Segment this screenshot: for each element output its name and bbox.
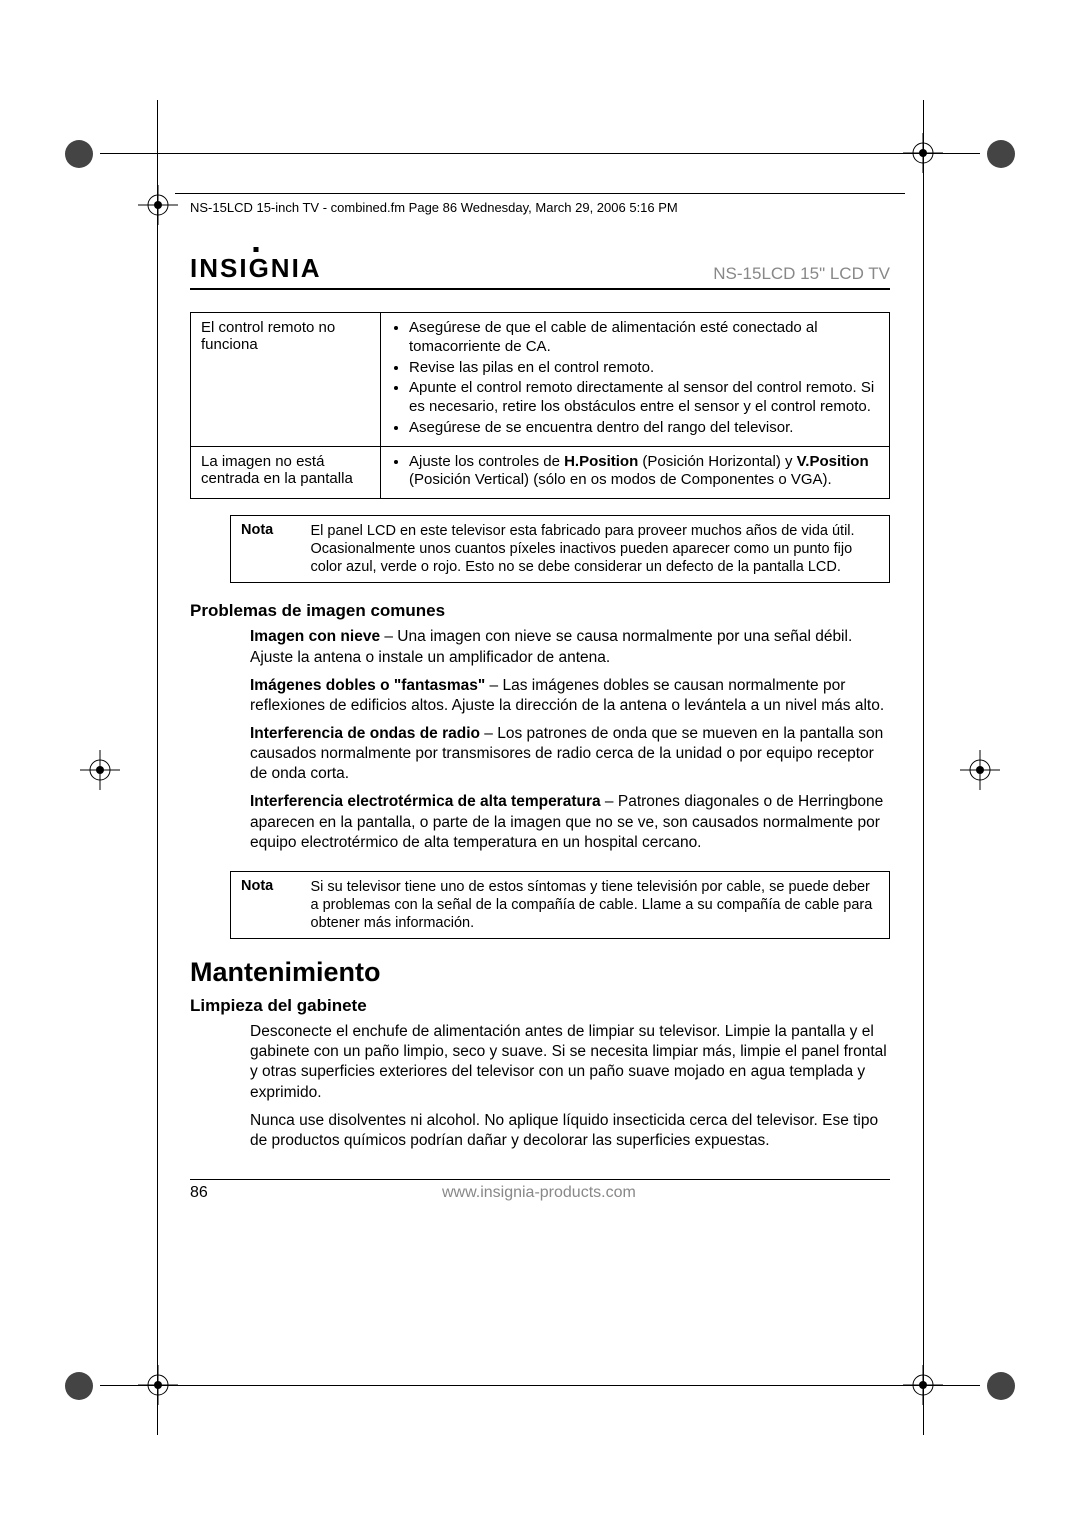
reg-crosshair-bl [138, 1365, 178, 1405]
frame-meta: NS-15LCD 15-inch TV - combined.fm Page 8… [190, 200, 890, 215]
table-row: El control remoto no funciona Asegúrese … [191, 313, 890, 447]
page-content: NS-15LCD 15-inch TV - combined.fm Page 8… [190, 200, 890, 1202]
reg-crosshair-br [903, 1365, 943, 1405]
note-box-2: Nota Si su televisor tiene uno de estos … [230, 871, 890, 939]
reg-crosshair-mr [960, 750, 1000, 790]
solution-cell: Asegúrese de que el cable de alimentació… [381, 313, 890, 447]
note-text: Si su televisor tiene uno de estos sínto… [301, 871, 890, 938]
reg-dot-top-left [65, 140, 93, 168]
reg-crosshair-tr [903, 133, 943, 173]
header-row: INSIGNIA NS-15LCD 15" LCD TV [190, 253, 890, 284]
problem-para: Interferencia de ondas de radio – Los pa… [250, 724, 890, 784]
solution-bullet: Ajuste los controles de H.Position (Posi… [409, 453, 879, 491]
reg-crosshair-ml [80, 750, 120, 790]
problem-lead: Imagen con nieve [250, 628, 380, 645]
problem-para: Interferencia electrotérmica de alta tem… [250, 792, 890, 852]
model-text: NS-15LCD 15" LCD TV [713, 264, 890, 284]
solution-bullet: Revise las pilas en el control remoto. [409, 359, 879, 378]
footer-row: 86 www.insignia-products.com [190, 1184, 890, 1202]
problem-lead: Imágenes dobles o "fantasmas" [250, 677, 485, 694]
problem-para: Imágenes dobles o "fantasmas" – Las imág… [250, 676, 890, 716]
problem-para: Imagen con nieve – Una imagen con nieve … [250, 627, 890, 667]
footer-url: www.insignia-products.com [208, 1184, 870, 1202]
brand-text: INSIGNIA [190, 253, 322, 283]
note-text: El panel LCD en este televisor esta fabr… [301, 516, 890, 583]
crop-line-top [100, 153, 980, 154]
note-box-1: Nota El panel LCD en este televisor esta… [230, 515, 890, 583]
reg-dot-bottom-right [987, 1372, 1015, 1400]
problem-cell: La imagen no está centrada en la pantall… [191, 446, 381, 499]
solution-cell: Ajuste los controles de H.Position (Posi… [381, 446, 890, 499]
reg-crosshair-tl [138, 185, 178, 225]
problem-cell: El control remoto no funciona [191, 313, 381, 447]
problem-lead: Interferencia de ondas de radio [250, 725, 480, 742]
footer-rule [190, 1179, 890, 1180]
chapter-heading-maintenance: Mantenimiento [190, 957, 890, 988]
crop-line-left [157, 100, 158, 1435]
section-heading-problems: Problemas de imagen comunes [190, 601, 890, 621]
reg-dot-top-right [987, 140, 1015, 168]
problem-lead: Interferencia electrotérmica de alta tem… [250, 793, 601, 810]
note-label: Nota [231, 871, 301, 938]
crop-line-top-inner [175, 193, 905, 194]
cleaning-para: Nunca use disolventes ni alcohol. No apl… [250, 1111, 890, 1151]
cleaning-para: Desconecte el enchufe de alimentación an… [250, 1022, 890, 1103]
solution-bullet: Asegúrese de se encuentra dentro del ran… [409, 419, 879, 438]
solution-bullet: Asegúrese de que el cable de alimentació… [409, 319, 879, 357]
troubleshoot-table: El control remoto no funciona Asegúrese … [190, 312, 890, 499]
crop-line-bottom [100, 1385, 980, 1386]
brand-logo: INSIGNIA [190, 253, 322, 284]
solution-bullet: Apunte el control remoto directamente al… [409, 379, 879, 417]
header-underline [190, 288, 890, 290]
table-row: La imagen no está centrada en la pantall… [191, 446, 890, 499]
reg-dot-bottom-left [65, 1372, 93, 1400]
section-heading-cleaning: Limpieza del gabinete [190, 996, 890, 1016]
note-label: Nota [231, 516, 301, 583]
page-number: 86 [190, 1184, 208, 1202]
crop-line-right [923, 100, 924, 1435]
